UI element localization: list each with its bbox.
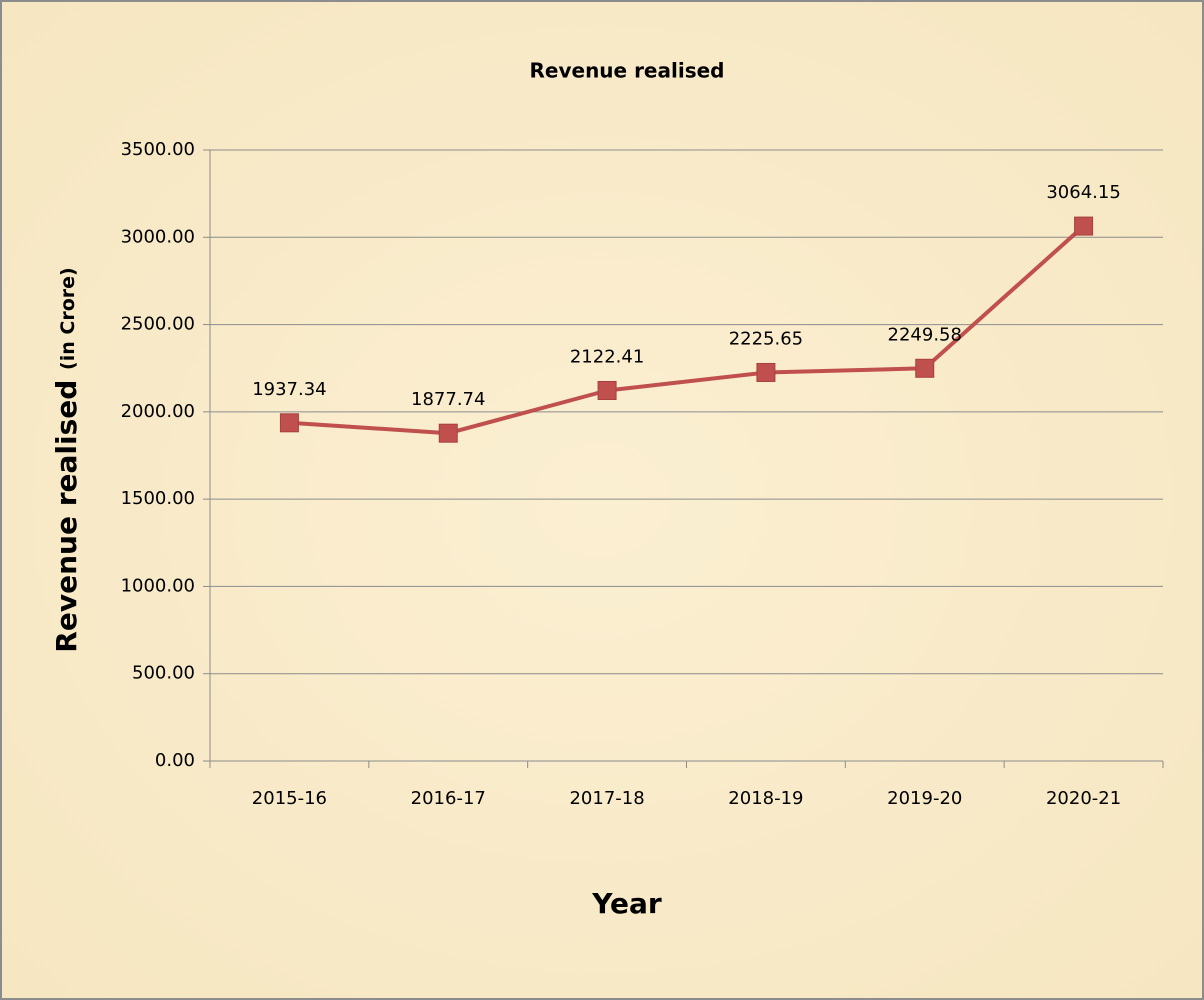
y-axis-title-main: Revenue realised xyxy=(50,380,83,653)
x-tick-label: 2015-16 xyxy=(252,788,327,809)
x-tick-label: 2018-19 xyxy=(728,788,803,809)
data-label: 2122.41 xyxy=(570,346,644,367)
x-tick-label: 2019-20 xyxy=(887,788,962,809)
y-tick-label: 2500.00 xyxy=(121,314,195,335)
x-tick-label: 2017-18 xyxy=(569,788,644,809)
x-tick-label: 2020-21 xyxy=(1046,788,1121,809)
marker xyxy=(597,380,617,400)
x-axis-title: Year xyxy=(591,887,662,920)
data-label: 3064.15 xyxy=(1046,182,1120,203)
data-label: 1877.74 xyxy=(411,389,485,410)
data-label: 2225.65 xyxy=(729,328,803,349)
x-tick-label: 2016-17 xyxy=(411,788,486,809)
y-tick-label: 500.00 xyxy=(132,663,195,684)
y-tick-label: 3000.00 xyxy=(121,226,195,247)
y-tick-label: 1000.00 xyxy=(121,575,195,596)
marker xyxy=(756,362,776,382)
y-axis-title-unit: (in Crore) xyxy=(57,267,79,370)
data-label: 2249.58 xyxy=(888,324,962,345)
y-tick-label: 0.00 xyxy=(155,750,195,771)
line-series xyxy=(289,224,1085,436)
y-axis-title: Revenue realised (in Crore) xyxy=(50,267,83,652)
marker xyxy=(915,358,935,378)
chart-title: Revenue realised xyxy=(530,59,725,83)
data-label: 1937.34 xyxy=(252,379,326,400)
marker xyxy=(1074,216,1094,236)
y-tick-label: 3500.00 xyxy=(121,139,195,160)
marker xyxy=(438,423,458,443)
marker xyxy=(279,413,299,433)
y-tick-label: 2000.00 xyxy=(121,401,195,422)
y-tick-label: 1500.00 xyxy=(121,488,195,509)
